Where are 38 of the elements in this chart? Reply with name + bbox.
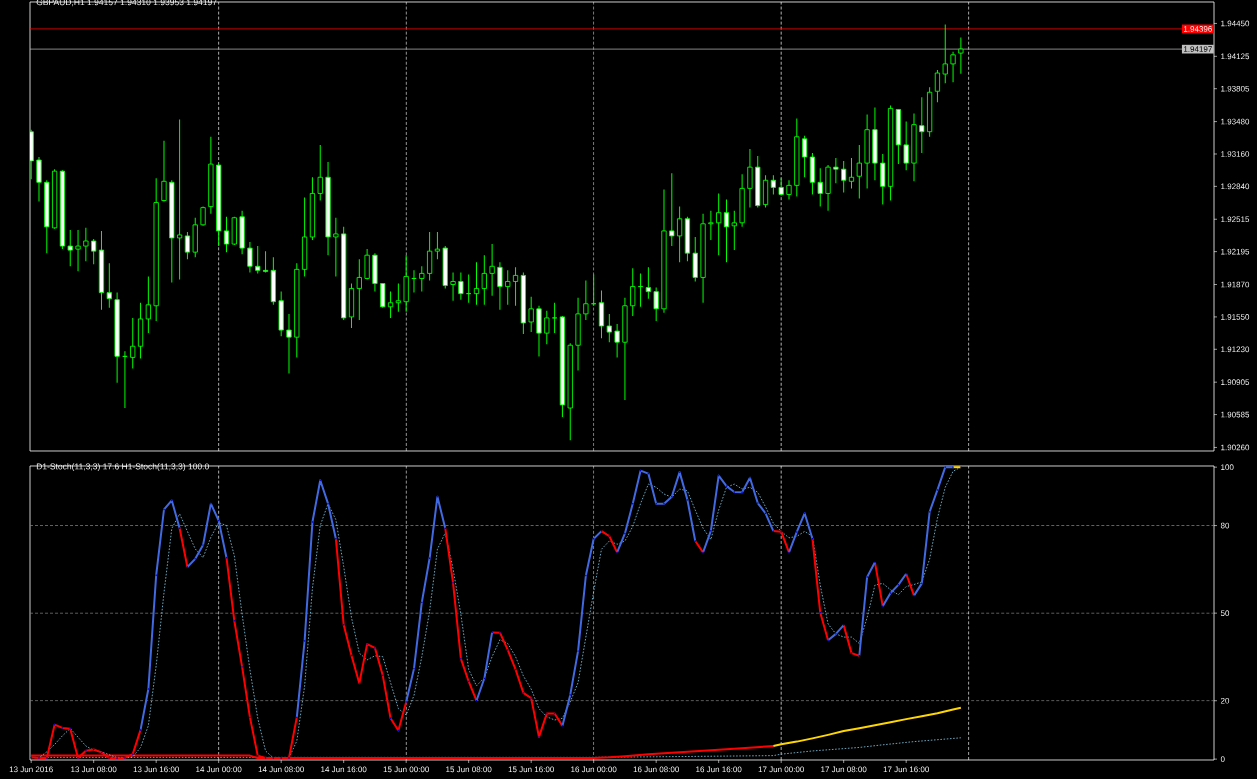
ref-line-label: 1.94396 <box>1183 26 1212 32</box>
x-tick-label: 14 Jun 08:00 <box>258 766 304 773</box>
y-tick-label: 1.91550 <box>1221 314 1250 320</box>
y-tick-label: 1.91870 <box>1221 281 1250 288</box>
x-tick-label: 16 Jun 16:00 <box>696 766 742 773</box>
y-tick-label: 1.94450 <box>1221 20 1250 27</box>
y-tick-label: 80 <box>1220 522 1230 529</box>
y-tick-label: 1.93805 <box>1221 85 1250 92</box>
ref-line-label: 1.94197 <box>1183 46 1212 52</box>
y-tick-label: 1.92195 <box>1221 248 1250 255</box>
x-tick-label: 13 Jun 2016 <box>9 766 53 773</box>
y-tick-label: 50 <box>1220 610 1230 616</box>
x-tick-label: 16 Jun 00:00 <box>571 766 617 773</box>
x-tick-label: 17 Jun 16:00 <box>883 766 929 773</box>
y-tick-label: 1.90585 <box>1221 411 1250 418</box>
x-tick-label: 16 Jun 08:00 <box>633 766 679 773</box>
x-tick-label: 13 Jun 08:00 <box>71 766 117 773</box>
x-tick-label: 14 Jun 00:00 <box>196 766 242 773</box>
y-tick-label: 1.94125 <box>1221 53 1250 60</box>
x-tick-label: 17 Jun 08:00 <box>821 766 867 773</box>
y-tick-label: 0 <box>1220 756 1225 762</box>
y-tick-label: 1.93480 <box>1221 118 1250 125</box>
x-tick-label: 13 Jun 16:00 <box>133 766 179 773</box>
x-tick-label: 15 Jun 00:00 <box>383 766 429 773</box>
x-tick-label: 15 Jun 16:00 <box>508 766 554 773</box>
y-tick-label: 1.93160 <box>1221 151 1250 157</box>
y-tick-label: 1.92515 <box>1221 216 1250 223</box>
x-tick-label: 17 Jun 00:00 <box>758 766 804 773</box>
y-tick-label: 1.90905 <box>1221 379 1250 386</box>
y-tick-label: 1.92840 <box>1221 183 1250 190</box>
y-tick-label: 20 <box>1220 697 1230 704</box>
y-tick-label: 1.91230 <box>1221 346 1250 353</box>
y-tick-label: 100 <box>1221 464 1234 470</box>
y-tick-label: 1.90260 <box>1221 444 1250 451</box>
chart-title: D1-Stoch(11,3,3) 17.6 H1-Stoch(11,3,3) 100.0 <box>36 463 209 472</box>
chart-title: GBPAUD,H1 1.94157 1.94310 1.93953 1.94197 <box>36 0 217 7</box>
x-tick-label: 14 Jun 16:00 <box>321 766 367 773</box>
x-tick-label: 15 Jun 08:00 <box>446 766 492 773</box>
